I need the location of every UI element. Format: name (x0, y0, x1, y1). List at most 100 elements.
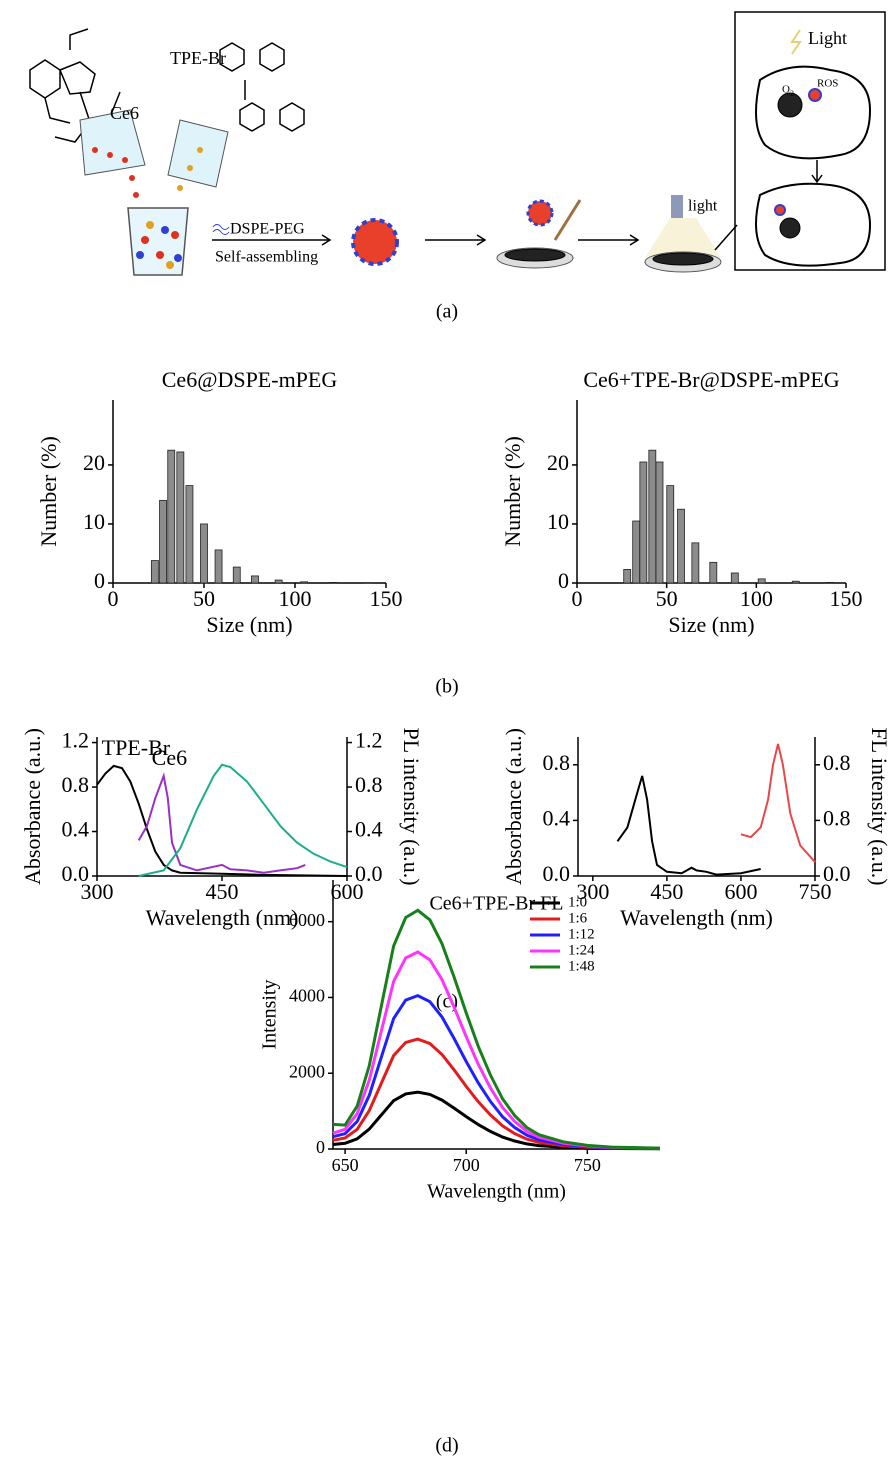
bar (677, 508, 685, 584)
bar (791, 580, 800, 584)
series-line (332, 993, 661, 1150)
legend-label: 1:12 (568, 926, 595, 942)
series-label: TPE-Br (102, 735, 171, 760)
label: Light (808, 28, 847, 48)
bar (185, 485, 194, 584)
series-line (138, 763, 348, 877)
bar (691, 542, 700, 584)
bar (300, 581, 309, 584)
bar (159, 499, 167, 584)
bar (329, 582, 338, 584)
schematic-labels: Ce6 TPE-Br DSPE-PEG Self-assembling ligh… (110, 28, 847, 266)
y-tick-label: 0.8 (543, 750, 571, 775)
y-tick-label: 0.0 (62, 861, 90, 886)
label: Self-assembling (215, 249, 318, 266)
x-tick-label: 600 (331, 879, 364, 904)
x-tick-label: 300 (81, 879, 114, 904)
y2-tick-label: 0.8 (823, 805, 851, 830)
y-tick-label: 10 (83, 509, 105, 534)
label: DSPE-PEG (230, 221, 305, 238)
x-tick-label: 300 (576, 879, 609, 904)
x-tick-label: 0 (572, 586, 583, 611)
y2-tick-label: 0.8 (823, 750, 851, 775)
y-axis-label: Intensity (259, 980, 281, 1050)
y2-axis-label: PL intensity (a.u.) (399, 727, 424, 885)
caption: (a) (436, 301, 458, 323)
x-tick-label: 450 (650, 879, 683, 904)
legend-label: 1:6 (568, 910, 588, 926)
series-line (616, 775, 761, 876)
x-tick-label: 150 (830, 586, 863, 611)
y-tick-label: 0 (94, 568, 105, 593)
y-axis-label: Absorbance (a.u.) (501, 728, 526, 885)
legend-label: 1:0 (568, 894, 587, 910)
x-tick-label: 450 (206, 879, 239, 904)
series-line (332, 1090, 661, 1151)
x-tick-label: 50 (656, 586, 678, 611)
y-tick-label: 0.0 (543, 861, 571, 886)
schematic (29, 11, 886, 276)
series-line (332, 908, 661, 1150)
bar (648, 449, 657, 584)
bar (632, 520, 641, 584)
x-tick-label: 650 (332, 1155, 359, 1175)
y2-tick-label: 0.0 (823, 861, 851, 886)
y2-tick-label: 0.0 (355, 861, 383, 886)
label: TPE-Br (170, 48, 226, 68)
label: light (688, 198, 718, 215)
y-tick-label: 0 (316, 1137, 325, 1157)
y2-tick-label: 0.8 (355, 772, 383, 797)
x-tick-label: 100 (740, 586, 773, 611)
x-tick-label: 750 (574, 1155, 601, 1175)
series-line (137, 772, 306, 874)
y2-tick-label: 1.2 (355, 728, 383, 753)
bar (251, 575, 259, 584)
bar (214, 549, 223, 584)
label: Ce6 (110, 103, 139, 123)
x-axis-label: Wavelength (nm) (146, 905, 299, 930)
y-tick-label: 0.4 (62, 817, 90, 842)
y-axis-label: Number (%) (36, 436, 61, 547)
y-tick-label: 1.2 (62, 728, 90, 753)
series-line (332, 1037, 661, 1150)
x-tick-label: 600 (724, 879, 757, 904)
x-axis-label: Wavelength (nm) (427, 1181, 566, 1203)
bar (730, 572, 739, 584)
chart-title: Ce6@DSPE-mPEG (162, 367, 338, 392)
y-tick-label: 2000 (289, 1061, 325, 1081)
bar (150, 560, 159, 584)
x-tick-label: 750 (799, 879, 832, 904)
bar (232, 566, 241, 584)
bar (757, 578, 766, 584)
legend-label: 1:24 (568, 942, 595, 958)
x-tick-label: 700 (453, 1155, 480, 1175)
bar (666, 485, 675, 584)
bar (167, 449, 176, 584)
bar (274, 579, 283, 584)
series-line (96, 764, 348, 877)
x-tick-label: 150 (370, 586, 403, 611)
label: ROS (817, 78, 838, 90)
y-tick-label: 0.8 (62, 772, 90, 797)
series-line (740, 743, 816, 863)
chart-title: Ce6+TPE-Br@DSPE-mPEG (583, 367, 839, 392)
caption: (b) (435, 676, 458, 698)
y-tick-label: 6000 (289, 910, 325, 930)
x-axis-label: Size (nm) (668, 612, 754, 637)
x-tick-label: 100 (279, 586, 312, 611)
bar (176, 451, 185, 584)
x-axis-label: Size (nm) (206, 612, 292, 637)
x-tick-label: 0 (108, 586, 119, 611)
y-axis-label: Number (%) (500, 436, 525, 547)
y-tick-label: 10 (547, 509, 569, 534)
series-label: Ce6 (152, 745, 187, 770)
bar (639, 461, 648, 584)
label: O (782, 84, 790, 96)
bar (623, 569, 632, 584)
y2-axis-label: FL intensity (a.u.) (867, 727, 892, 885)
y-axis-label: Absorbance (a.u.) (20, 728, 45, 885)
x-tick-label: 50 (193, 586, 215, 611)
bar (709, 561, 718, 584)
y-tick-label: 20 (83, 450, 105, 475)
